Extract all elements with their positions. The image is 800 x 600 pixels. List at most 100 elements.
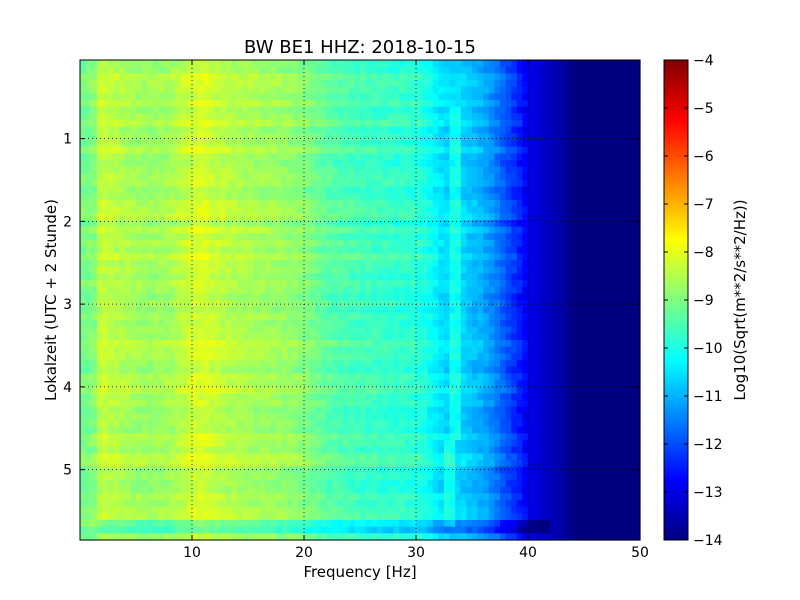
heatmap-cell (511, 353, 518, 361)
heatmap-cell (276, 306, 283, 314)
heatmap-cell (360, 186, 367, 194)
heatmap-cell (444, 260, 451, 268)
heatmap-cell (124, 333, 131, 341)
heatmap-cell (544, 186, 551, 194)
heatmap-cell (494, 93, 501, 101)
heatmap-cell (96, 173, 103, 181)
heatmap-cell (584, 366, 591, 374)
heatmap-cell (192, 200, 199, 208)
heatmap-cell (572, 93, 579, 101)
heatmap-cell (516, 280, 523, 288)
heatmap-cell (466, 360, 473, 368)
heatmap-cell (281, 60, 288, 68)
heatmap-cell (606, 366, 613, 374)
heatmap-cell (332, 206, 339, 214)
heatmap-cell (208, 246, 215, 254)
heatmap-cell (158, 86, 165, 94)
heatmap-cell (85, 166, 92, 174)
heatmap-cell (360, 286, 367, 294)
heatmap-cell (371, 333, 378, 341)
heatmap-cell (494, 380, 501, 388)
heatmap-cell (332, 320, 339, 328)
heatmap-cell (617, 100, 624, 108)
heatmap-cell (606, 173, 613, 181)
heatmap-cell (80, 86, 87, 94)
heatmap-cell (584, 333, 591, 341)
heatmap-cell (488, 320, 495, 328)
heatmap-cell (253, 333, 260, 341)
heatmap-cell (483, 153, 490, 161)
heatmap-cell (158, 286, 165, 294)
heatmap-cell (371, 173, 378, 181)
heatmap-cell (550, 353, 557, 361)
heatmap-cell (304, 366, 311, 374)
heatmap-cell (332, 200, 339, 208)
heatmap-cell (141, 73, 148, 81)
heatmap-cell (264, 253, 271, 261)
heatmap-cell (91, 313, 98, 321)
heatmap-cell (102, 60, 109, 68)
heatmap-cell (550, 206, 557, 214)
heatmap-cell (158, 320, 165, 328)
heatmap-cell (600, 126, 607, 134)
heatmap-cell (141, 226, 148, 234)
heatmap-cell (427, 326, 434, 334)
heatmap-cell (634, 293, 641, 301)
heatmap-cell (455, 246, 462, 254)
heatmap-cell (544, 293, 551, 301)
heatmap-cell (477, 266, 484, 274)
heatmap-cell (292, 153, 299, 161)
heatmap-cell (253, 246, 260, 254)
heatmap-cell (147, 220, 154, 228)
heatmap-cell (432, 80, 439, 88)
heatmap-cell (225, 160, 232, 168)
heatmap-cell (108, 186, 115, 194)
heatmap-cell (80, 293, 87, 301)
heatmap-cell (113, 293, 120, 301)
heatmap-cell (292, 353, 299, 361)
heatmap-cell (544, 386, 551, 394)
heatmap-cell (102, 133, 109, 141)
heatmap-cell (595, 253, 602, 261)
heatmap-cell (192, 193, 199, 201)
heatmap-cell (561, 246, 568, 254)
heatmap-cell (124, 280, 131, 288)
heatmap-cell (511, 153, 518, 161)
heatmap-cell (634, 120, 641, 128)
heatmap-cell (225, 240, 232, 248)
heatmap-cell (270, 86, 277, 94)
heatmap-cell (382, 293, 389, 301)
heatmap-cell (180, 206, 187, 214)
heatmap-cell (225, 93, 232, 101)
heatmap-cell (326, 353, 333, 361)
heatmap-cell (432, 333, 439, 341)
heatmap-cell (427, 126, 434, 134)
heatmap-cell (595, 280, 602, 288)
heatmap-cell (393, 160, 400, 168)
heatmap-cell (298, 240, 305, 248)
heatmap-cell (589, 266, 596, 274)
heatmap-cell (270, 253, 277, 261)
heatmap-cell (130, 300, 137, 308)
heatmap-cell (416, 133, 423, 141)
heatmap-cell (124, 180, 131, 188)
heatmap-cell (113, 233, 120, 241)
heatmap-cell (438, 126, 445, 134)
heatmap-cell (388, 66, 395, 74)
heatmap-cell (85, 173, 92, 181)
heatmap-cell (320, 333, 327, 341)
heatmap-cell (388, 353, 395, 361)
heatmap-cell (365, 260, 372, 268)
heatmap-cell (287, 346, 294, 354)
heatmap-cell (460, 366, 467, 374)
heatmap-cell (376, 266, 383, 274)
heatmap-cell (472, 286, 479, 294)
heatmap-cell (292, 300, 299, 308)
heatmap-cell (365, 66, 372, 74)
heatmap-cell (348, 86, 355, 94)
heatmap-cell (91, 193, 98, 201)
heatmap-cell (320, 233, 327, 241)
heatmap-cell (276, 380, 283, 388)
heatmap-cell (102, 160, 109, 168)
heatmap-cell (528, 373, 535, 381)
